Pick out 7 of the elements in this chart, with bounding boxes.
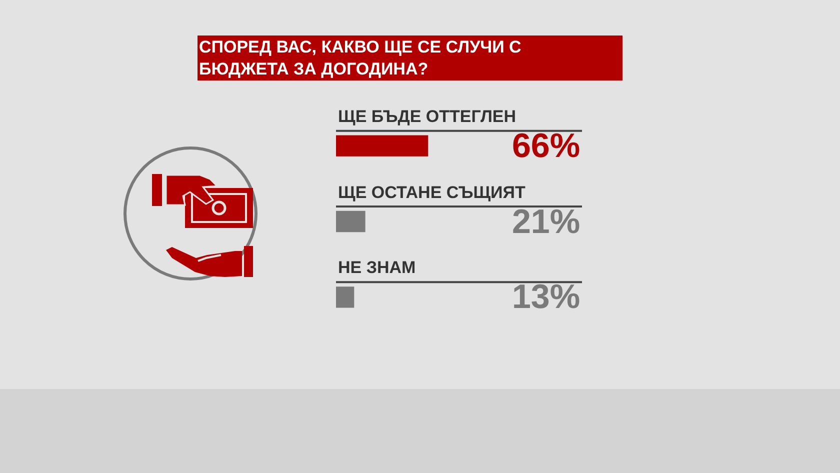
data-label: 13% <box>512 278 580 316</box>
data-label: 66% <box>512 127 580 165</box>
data-label: 21% <box>512 203 580 241</box>
chart-title: СПОРЕД ВАС, КАКВО ЩЕ СЕ СЛУЧИ С БЮДЖЕТА ЗА ДОГОДИНА? <box>199 37 522 79</box>
y-tick-label: ЩЕ ОСТАНЕ СЪЩИЯТ <box>338 183 526 202</box>
y-tick-label: ЩЕ БЪДЕ ОТТЕГЛЕН <box>338 107 516 126</box>
y-tick-label: НЕ ЗНАМ <box>338 258 416 277</box>
